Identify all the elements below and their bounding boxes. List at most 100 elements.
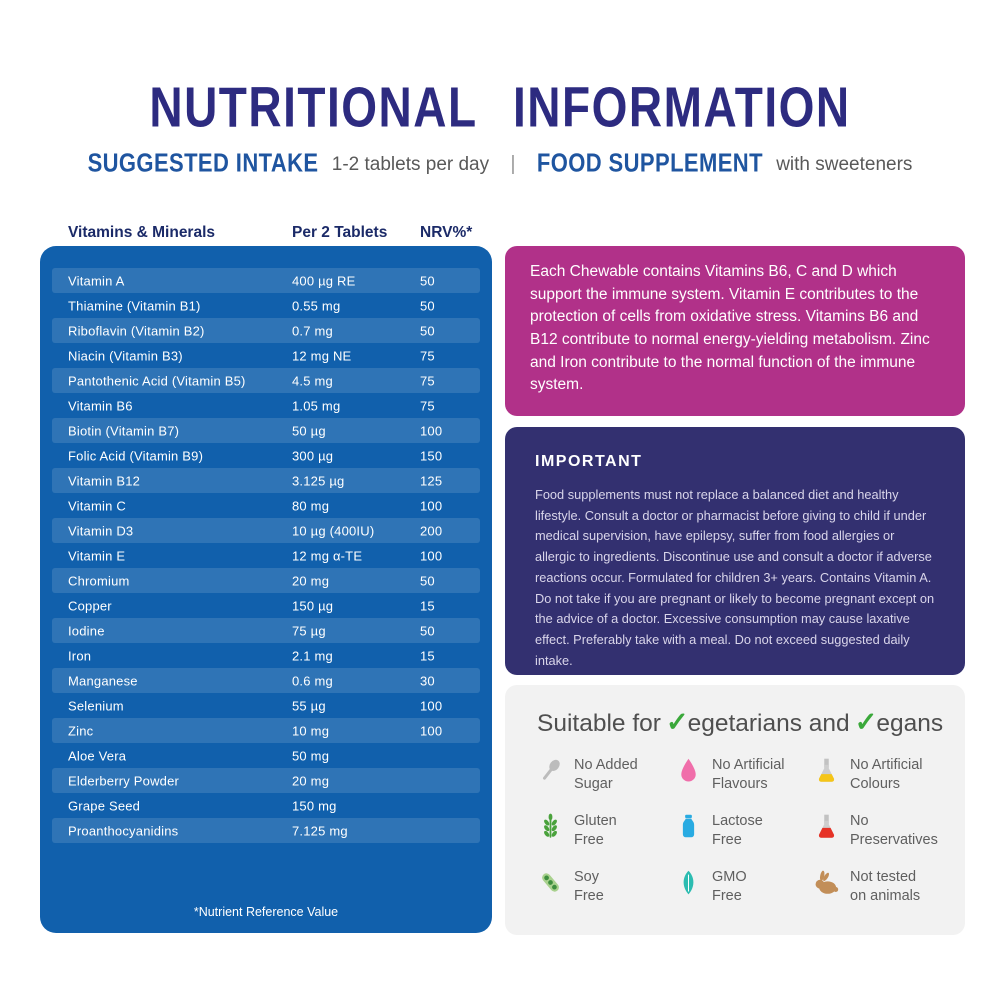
nutrient-nrv: 100 xyxy=(420,698,443,713)
badge-no-preservatives: No Preservatives xyxy=(813,812,938,849)
nutrient-name: Riboflavin (Vitamin B2) xyxy=(68,323,205,338)
nutrient-amount: 400 µg RE xyxy=(292,273,356,288)
vegetarians-text: egetarians xyxy=(687,710,802,737)
nutrient-name: Vitamin A xyxy=(68,273,125,288)
nutrient-amount: 10 mg xyxy=(292,723,330,738)
table-row: Biotin (Vitamin B7) 50 µg 100 xyxy=(52,418,480,443)
nutrient-nrv: 50 xyxy=(420,573,435,588)
rabbit-icon xyxy=(815,870,839,894)
badge-no-added-sugar: No Added Sugar xyxy=(537,756,675,793)
nutrient-nrv: 100 xyxy=(420,548,443,563)
nutrient-name: Grape Seed xyxy=(68,798,141,813)
table-row: Elderberry Powder 20 mg xyxy=(52,768,480,793)
nutrient-amount: 12 mg NE xyxy=(292,348,352,363)
food-supplement-label: FOOD SUPPLEMENT xyxy=(536,147,763,178)
table-row: Zinc 10 mg 100 xyxy=(52,718,480,743)
nutrient-amount: 0.6 mg xyxy=(292,673,333,688)
nutrient-amount: 7.125 mg xyxy=(292,823,348,838)
table-row: Grape Seed 150 mg xyxy=(52,793,480,818)
nutrient-amount: 55 µg xyxy=(292,698,326,713)
badge-label: Gluten Free xyxy=(574,813,617,848)
nutrient-name: Proanthocyanidins xyxy=(68,823,179,838)
suggested-intake-value: 1-2 tablets per day xyxy=(331,154,490,175)
nutrient-name: Vitamin E xyxy=(68,548,126,563)
droplet-icon xyxy=(681,758,696,782)
table-row: Iodine 75 µg 50 xyxy=(52,618,480,643)
nutrient-amount: 20 mg xyxy=(292,573,330,588)
nutrient-name: Vitamin B12 xyxy=(68,473,141,488)
badge-soy-free: Soy Free xyxy=(537,868,675,905)
table-row: Vitamin D3 10 µg (400IU) 200 xyxy=(52,518,480,543)
table-row: Vitamin B12 3.125 µg 125 xyxy=(52,468,480,493)
table-row: Proanthocyanidins 7.125 mg xyxy=(52,818,480,843)
vegans-text: egans xyxy=(876,710,944,737)
nutrient-nrv: 50 xyxy=(420,323,435,338)
badge-not-tested-on-animals: Not tested on animals xyxy=(813,868,938,905)
nutrient-nrv: 200 xyxy=(420,523,443,538)
table-row: Chromium 20 mg 50 xyxy=(52,568,480,593)
nutrient-amount: 12 mg α-TE xyxy=(292,548,363,563)
table-row: Manganese 0.6 mg 30 xyxy=(52,668,480,693)
badge-label: No Artificial Colours xyxy=(850,757,923,792)
nutrient-name: Iodine xyxy=(68,623,105,638)
table-row: Riboflavin (Vitamin B2) 0.7 mg 50 xyxy=(52,318,480,343)
suitability-heading: Suitable for ✓egetarians and ✓egans xyxy=(537,707,943,738)
nutrient-amount: 10 µg (400IU) xyxy=(292,523,375,538)
nutrient-nrv: 15 xyxy=(420,598,435,613)
column-header-per-2-tablets: Per 2 Tablets xyxy=(292,224,388,241)
badge-label: GMO Free xyxy=(712,869,747,904)
check-icon: ✓ xyxy=(665,707,689,737)
nutrient-nrv: 100 xyxy=(420,498,443,513)
nutrient-name: Folic Acid (Vitamin B9) xyxy=(68,448,204,463)
table-row: Folic Acid (Vitamin B9) 300 µg 150 xyxy=(52,443,480,468)
table-row: Copper 150 µg 15 xyxy=(52,593,480,618)
and-text: and xyxy=(808,710,850,737)
immune-info-box: Each Chewable contains Vitamins B6, C an… xyxy=(505,246,965,416)
nutrient-name: Chromium xyxy=(68,573,130,588)
badge-label: Lactose Free xyxy=(712,813,763,848)
nutrient-table: Vitamin A 400 µg RE 50 Thiamine (Vitamin… xyxy=(40,246,492,933)
badge-label: No Added Sugar xyxy=(574,757,638,792)
table-row: Iron 2.1 mg 15 xyxy=(52,643,480,668)
table-row: Vitamin A 400 µg RE 50 xyxy=(52,268,480,293)
check-icon: ✓ xyxy=(854,707,878,737)
badge-label: Soy Free xyxy=(574,869,604,904)
nutrient-amount: 20 mg xyxy=(292,773,330,788)
table-row: Niacin (Vitamin B3) 12 mg NE 75 xyxy=(52,343,480,368)
nutrient-name: Vitamin C xyxy=(68,498,126,513)
subtitle-row: SUGGESTED INTAKE 1-2 tablets per day | F… xyxy=(0,147,1000,178)
table-row: Vitamin E 12 mg α-TE 100 xyxy=(52,543,480,568)
nutrient-name: Niacin (Vitamin B3) xyxy=(68,348,183,363)
nutrient-name: Manganese xyxy=(68,673,138,688)
nutrient-amount: 150 mg xyxy=(292,798,337,813)
nutrient-name: Thiamine (Vitamin B1) xyxy=(68,298,201,313)
spoon-icon xyxy=(543,759,560,780)
nutrient-name: Iron xyxy=(68,648,92,663)
suitable-for-text: Suitable for xyxy=(537,710,661,737)
page-title: NUTRITIONAL INFORMATION xyxy=(149,75,851,139)
nutrient-amount: 3.125 µg xyxy=(292,473,345,488)
nutrient-amount: 1.05 mg xyxy=(292,398,341,413)
nutrient-nrv: 30 xyxy=(420,673,435,688)
nrv-footnote: *Nutrient Reference Value xyxy=(193,905,339,919)
nutrient-amount: 80 mg xyxy=(292,498,330,513)
important-title: IMPORTANT xyxy=(535,453,643,470)
nutrient-nrv: 150 xyxy=(420,448,443,463)
soy-pod-icon xyxy=(542,873,559,892)
flask-yellow-icon xyxy=(818,758,835,782)
badge-label: No Preservatives xyxy=(850,813,938,848)
badge-no-artificial-flavours: No Artificial Flavours xyxy=(675,756,813,793)
nutrient-name: Pantothenic Acid (Vitamin B5) xyxy=(68,373,246,388)
nutrient-amount: 2.1 mg xyxy=(292,648,333,663)
nutrient-name: Vitamin B6 xyxy=(68,398,133,413)
nutrient-amount: 50 mg xyxy=(292,748,330,763)
nutrient-nrv: 100 xyxy=(420,423,443,438)
column-header-nrv: NRV%* xyxy=(420,224,473,241)
nutrient-nrv: 75 xyxy=(420,398,435,413)
badge-label: No Artificial Flavours xyxy=(712,757,785,792)
suitability-box: Suitable for ✓egetarians and ✓egans No Add… xyxy=(505,685,965,935)
nutrient-name: Biotin (Vitamin B7) xyxy=(68,423,180,438)
nutrient-amount: 0.7 mg xyxy=(292,323,333,338)
food-supplement-value: with sweeteners xyxy=(776,154,913,175)
